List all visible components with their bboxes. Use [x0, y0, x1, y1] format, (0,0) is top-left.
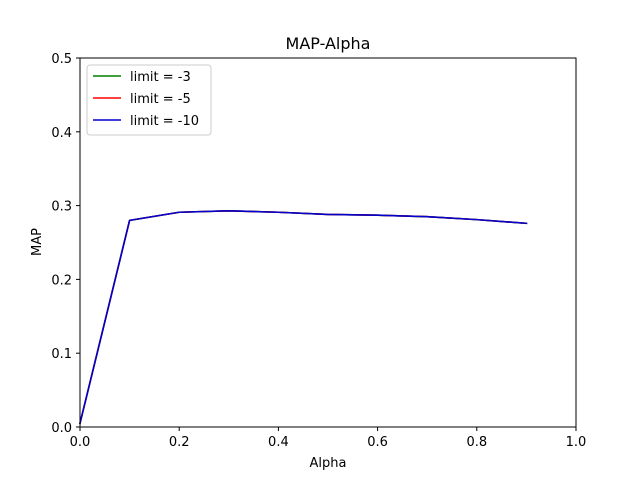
y-tick-label: 0.1 — [51, 347, 72, 362]
x-tick-label: 0.6 — [367, 435, 388, 450]
legend-label-2: limit = -5 — [130, 92, 191, 107]
y-tick-label: 0.0 — [51, 421, 72, 436]
y-tick-label: 0.5 — [51, 52, 72, 67]
y-tick-label: 0.3 — [51, 200, 72, 215]
y-tick-label: 0.4 — [51, 126, 72, 141]
series-line-3 — [79, 209, 528, 425]
x-axis-label: Alpha — [310, 456, 347, 471]
x-tick-label: 0.4 — [268, 435, 289, 450]
x-tick-label: 1.0 — [566, 435, 587, 450]
axes-frame — [79, 57, 577, 428]
chart-title: MAP-Alpha — [286, 34, 371, 53]
legend-label-1: limit = -3 — [130, 70, 191, 85]
y-axis-label: MAP — [30, 228, 45, 256]
legend-label-3: limit = -10 — [130, 114, 199, 129]
legend-frame — [86, 64, 212, 136]
x-tick-label: 0.2 — [169, 435, 190, 450]
x-tick-label: 0.8 — [466, 435, 487, 450]
legend: limit = -3 limit = -5 limit = -10 — [86, 64, 212, 136]
y-tick-label: 0.2 — [51, 273, 72, 288]
x-tick-label: 0.0 — [70, 435, 91, 450]
